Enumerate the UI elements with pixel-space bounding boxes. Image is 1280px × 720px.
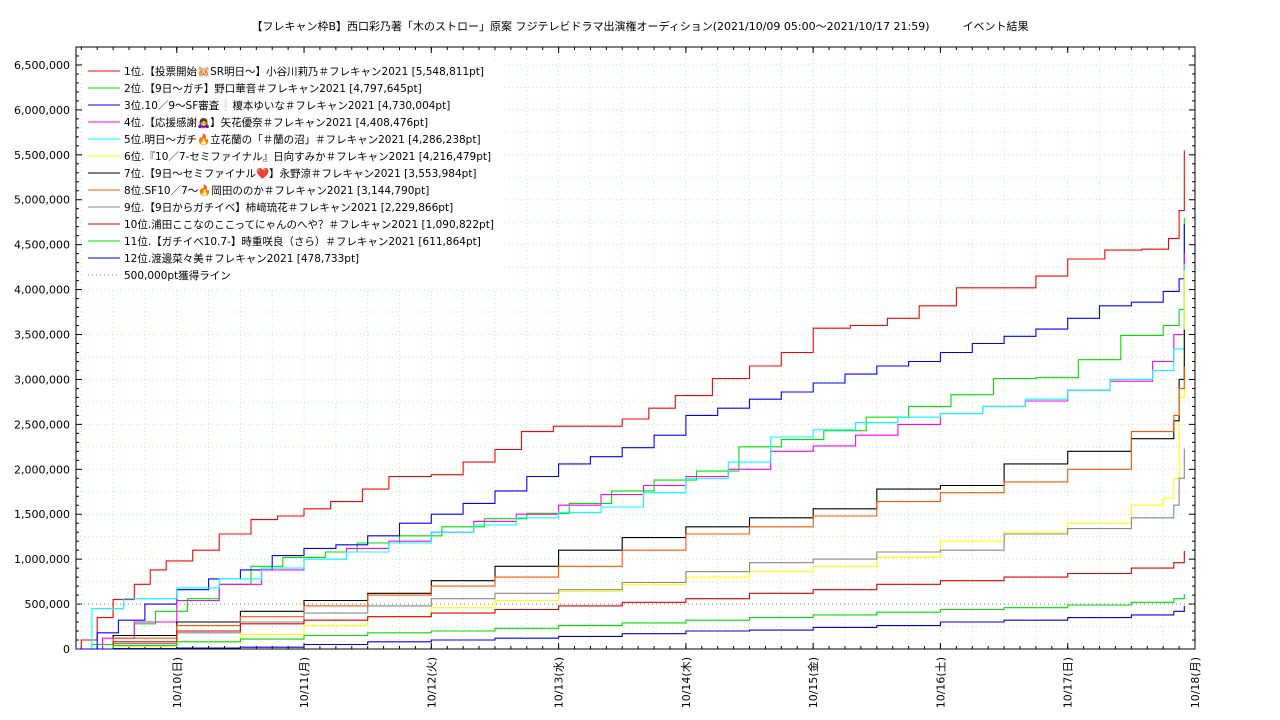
series-line: [76, 252, 1185, 650]
series-line: [76, 366, 1185, 650]
series-line: [76, 329, 1185, 650]
legend-label: 10位.浦田ここなのここってにゃんのへや？＃フレキャン2021 [1,090,8…: [124, 218, 494, 231]
y-tick-label: 3,500,000: [14, 329, 70, 342]
series-line: [76, 606, 1185, 650]
y-tick-label: 5,000,000: [14, 194, 70, 207]
y-tick-label: 3,000,000: [14, 373, 70, 386]
legend-box: [82, 61, 502, 288]
legend-label: 3位.10／9〜SF審査❕榎本ゆいな＃フレキャン2021 [4,730,004p…: [124, 99, 450, 112]
legend-label: 500,000pt獲得ライン: [124, 269, 231, 282]
x-tick-label: 10/16(土): [934, 657, 947, 708]
series-line: [76, 448, 1185, 650]
series-line: [76, 551, 1185, 650]
plot-frame: [75, 46, 1196, 650]
legend-label: 7位.【9日〜セミファイナル❤️】永野涼＃フレキャン2021 [3,553,98…: [124, 167, 477, 180]
legend-label: 8位.SF10／7〜🔥岡田ののか＃フレキャン2021 [3,144,790pt]: [124, 184, 429, 197]
series-line: [76, 224, 1185, 650]
y-tick-label: 6,000,000: [14, 104, 70, 117]
x-tick-label: 10/15(金): [806, 657, 820, 708]
x-tick-label: 10/13(水): [553, 657, 566, 708]
x-tick-label: 10/12(火): [425, 657, 438, 708]
chart-title: 【フレキャン枠B】西口彩乃著「木のストロー」原案 フジテレビドラマ出演権オーディ…: [251, 20, 1029, 33]
series-line: [76, 263, 1185, 650]
series-line: [76, 217, 1185, 650]
legend-label: 6位.『10／7-セミファイナル』日向すみか＃フレキャン2021 [4,216,…: [124, 150, 491, 163]
legend-label: 11位.【ガチイベ10.7-】時重咲良（さら）＃フレキャン2021 [611,8…: [124, 235, 481, 248]
y-tick-label: 0: [63, 643, 70, 656]
legend-label: 5位.明日〜ガチ🔥立花蘭の「＃蘭の沼」＃フレキャン2021 [4,286,238…: [124, 133, 481, 146]
legend-label: 12位.渡邊菜々美＃フレキャン2021 [478,733pt]: [124, 252, 359, 265]
legend-label: 4位.【応援感謝🙇‍♀️】矢花優奈＃フレキャン2021 [4,408,476pt…: [124, 116, 428, 129]
legend-label: 9位.【9日からガチイベ】柿﨑琉花＃フレキャン2021 [2,229,866pt…: [124, 201, 453, 214]
y-tick-label: 1,000,000: [14, 553, 70, 566]
y-tick-label: 1,500,000: [14, 508, 70, 521]
series-line: [76, 150, 1185, 650]
legend-label: 1位.【投票開始🐹SR明日〜】小谷川莉乃＃フレキャン2021 [5,548,81…: [124, 65, 484, 78]
y-tick-label: 500,000: [25, 598, 71, 611]
y-tick-label: 4,500,000: [14, 239, 70, 252]
y-tick-label: 2,000,000: [14, 463, 70, 476]
series-line: [76, 594, 1185, 650]
x-tick-label: 10/17(日): [1062, 657, 1075, 708]
series-line: [76, 270, 1185, 650]
y-tick-label: 4,000,000: [14, 284, 70, 297]
y-tick-label: 2,500,000: [14, 418, 70, 431]
y-tick-label: 5,500,000: [14, 149, 70, 162]
x-tick-label: 10/11(月): [298, 657, 311, 708]
legend-label: 2位.【9日〜ガチ】野口華音＃フレキャン2021 [4,797,645pt]: [124, 82, 422, 95]
x-tick-label: 10/18(月): [1189, 657, 1202, 708]
x-tick-label: 10/10(日): [171, 657, 184, 708]
y-tick-label: 6,500,000: [14, 59, 70, 72]
x-tick-label: 10/14(木): [680, 657, 693, 708]
